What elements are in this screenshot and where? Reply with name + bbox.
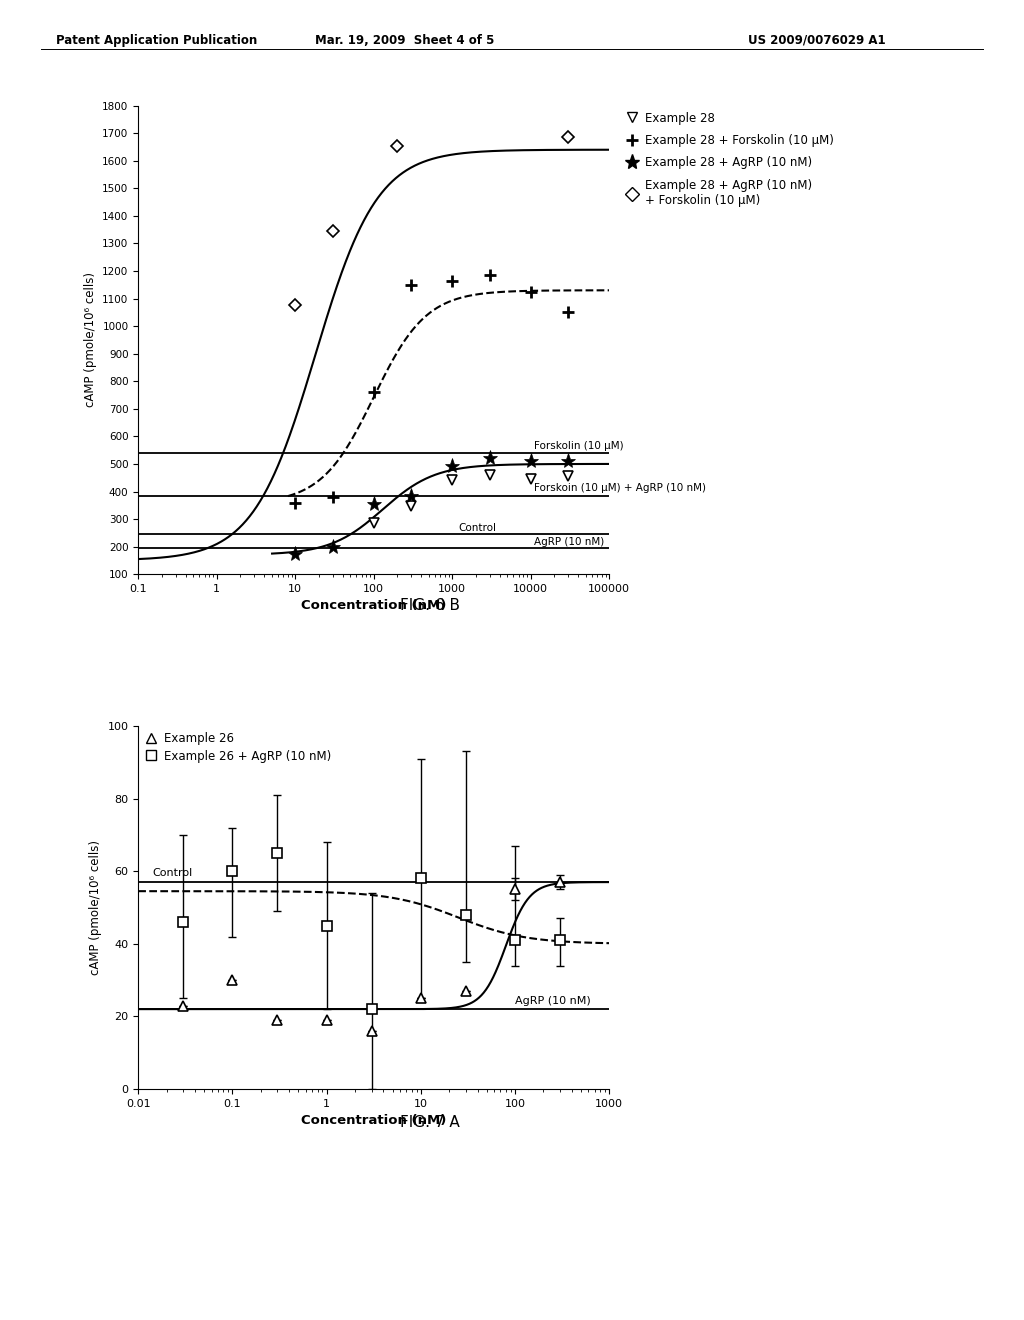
Text: Control: Control [459,523,497,533]
Y-axis label: cAMP (pmole/10⁶ cells): cAMP (pmole/10⁶ cells) [89,840,102,975]
Text: FIG. 6 B: FIG. 6 B [400,598,460,612]
Text: AgRP (10 nM): AgRP (10 nM) [515,995,591,1006]
Text: Control: Control [152,869,193,879]
Text: Forskoin (10 μM) + AgRP (10 nM): Forskoin (10 μM) + AgRP (10 nM) [535,483,706,494]
Text: Forskolin (10 μM): Forskolin (10 μM) [535,441,624,450]
Text: US 2009/0076029 A1: US 2009/0076029 A1 [748,33,885,46]
Text: Mar. 19, 2009  Sheet 4 of 5: Mar. 19, 2009 Sheet 4 of 5 [314,33,495,46]
X-axis label: Concentration (nM): Concentration (nM) [301,599,446,612]
Legend: Example 28, Example 28 + Forskolin (10 μM), Example 28 + AgRP (10 nM), Example 2: Example 28, Example 28 + Forskolin (10 μ… [625,111,834,207]
Y-axis label: cAMP (pmole/10⁶ cells): cAMP (pmole/10⁶ cells) [84,272,96,408]
Text: Patent Application Publication: Patent Application Publication [56,33,258,46]
Text: FIG. 7 A: FIG. 7 A [400,1115,460,1130]
X-axis label: Concentration (nM): Concentration (nM) [301,1114,446,1127]
Text: AgRP (10 nM): AgRP (10 nM) [535,537,604,546]
Legend: Example 26, Example 26 + AgRP (10 nM): Example 26, Example 26 + AgRP (10 nM) [144,731,332,763]
